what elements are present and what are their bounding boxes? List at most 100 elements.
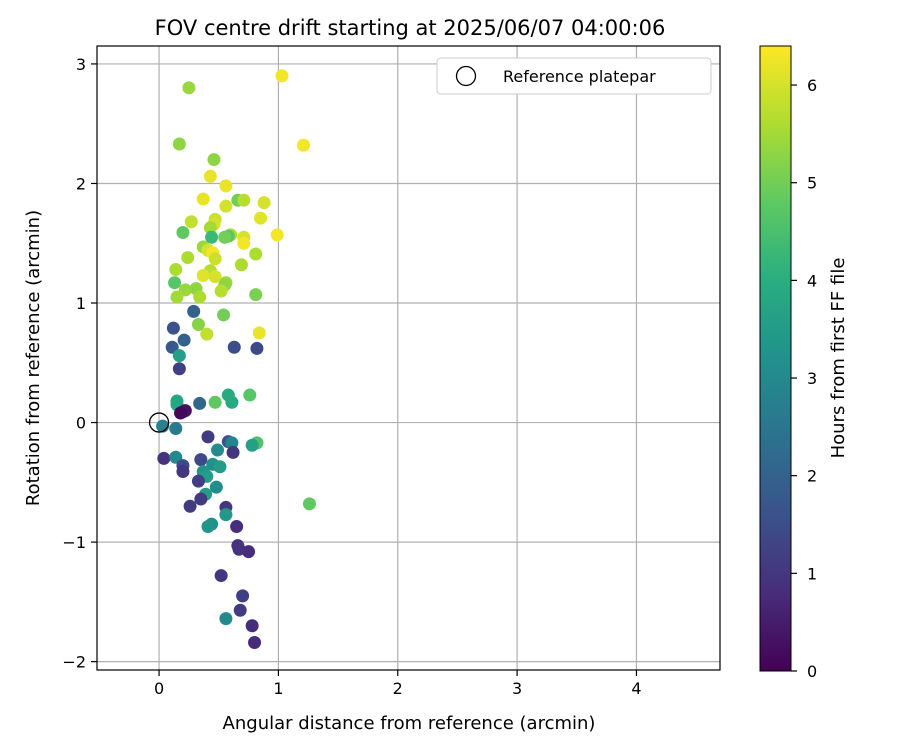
data-point	[211, 443, 225, 457]
data-point	[193, 290, 207, 304]
x-axis-label: Angular distance from reference (arcmin)	[223, 713, 596, 734]
data-point	[249, 247, 263, 261]
data-point	[226, 445, 240, 459]
data-point	[169, 422, 183, 436]
data-point	[302, 497, 316, 511]
data-point	[227, 340, 241, 354]
data-point	[201, 430, 215, 444]
grid-lines	[97, 46, 720, 670]
y-axis-ticks: −2 −1 0 1 2 3	[62, 55, 97, 672]
y-tick-label: 0	[76, 414, 86, 433]
data-point	[191, 474, 205, 488]
data-point	[194, 453, 208, 467]
data-point	[249, 288, 263, 302]
data-point	[225, 436, 239, 450]
data-point	[207, 153, 221, 167]
x-tick-label: 2	[393, 679, 403, 698]
data-point	[182, 81, 196, 95]
data-point	[250, 341, 264, 355]
data-point	[208, 395, 222, 409]
data-point	[166, 321, 180, 335]
data-point	[245, 438, 259, 452]
data-point	[230, 520, 244, 534]
colorbar-ticks: 0 1 2 3 4 5 6	[791, 76, 817, 681]
y-tick-label: 1	[76, 294, 86, 313]
data-point	[201, 520, 215, 534]
data-point	[176, 225, 190, 239]
colorbar-tick-label: 5	[807, 174, 817, 193]
x-tick-label: 0	[154, 679, 164, 698]
colorbar-label: Hours from first FF file	[828, 258, 849, 459]
data-point	[184, 215, 198, 229]
data-point	[176, 465, 190, 479]
data-point	[187, 304, 201, 318]
data-point	[243, 388, 257, 402]
chart-title: FOV centre drift starting at 2025/06/07 …	[155, 16, 666, 40]
data-point	[191, 318, 205, 332]
data-point	[233, 603, 247, 617]
colorbar-gradient	[759, 45, 792, 672]
data-point	[225, 395, 239, 409]
colorbar-tick-label: 6	[807, 76, 817, 95]
colorbar-tick-label: 1	[807, 564, 817, 583]
data-point	[237, 193, 251, 207]
legend-box	[436, 57, 712, 95]
data-point	[257, 196, 271, 210]
x-tick-label: 4	[631, 679, 641, 698]
x-tick-label: 3	[512, 679, 522, 698]
legend: Reference platepar	[436, 57, 712, 95]
data-point	[252, 326, 266, 340]
y-tick-label: −1	[62, 533, 86, 552]
colorbar: 0 1 2 3 4 5 6 Hours from first FF file	[759, 45, 849, 681]
data-point	[200, 327, 214, 341]
data-point	[208, 270, 222, 284]
x-tick-label: 1	[273, 679, 283, 698]
data-point	[214, 569, 228, 583]
y-tick-label: 3	[76, 55, 86, 74]
data-point	[217, 308, 231, 322]
data-point	[213, 460, 227, 474]
data-point	[245, 619, 259, 633]
data-point	[219, 179, 233, 193]
legend-marker	[455, 65, 477, 87]
data-point	[219, 612, 233, 626]
data-point	[242, 545, 256, 559]
y-axis-label: Rotation from reference (arcmin)	[23, 210, 44, 506]
data-point	[181, 251, 195, 265]
data-point	[194, 492, 208, 506]
data-point	[169, 263, 183, 277]
data-point	[203, 169, 217, 183]
data-point	[177, 333, 191, 347]
data-point	[219, 199, 233, 213]
data-point	[183, 499, 197, 513]
data-point	[270, 228, 284, 242]
data-point	[172, 362, 186, 376]
reference-marker	[148, 412, 170, 433]
y-tick-label: −2	[62, 653, 86, 672]
data-point	[218, 230, 232, 244]
data-point	[193, 396, 207, 410]
y-tick-label: 2	[76, 174, 86, 193]
data-point	[219, 508, 233, 522]
data-points	[156, 69, 316, 650]
data-point	[236, 589, 250, 603]
data-point	[234, 258, 248, 272]
data-point	[248, 636, 262, 650]
data-point	[275, 69, 289, 83]
data-point	[170, 290, 184, 304]
reference-point	[148, 412, 170, 433]
data-point	[208, 252, 222, 266]
data-point	[296, 138, 310, 152]
data-point	[172, 137, 186, 151]
data-point	[174, 406, 188, 420]
data-point	[209, 480, 223, 494]
plot-frame	[96, 45, 721, 671]
legend-label: Reference platepar	[503, 67, 656, 86]
data-point	[214, 284, 228, 298]
colorbar-tick-label: 4	[807, 271, 817, 290]
data-point	[254, 211, 268, 225]
colorbar-tick-label: 0	[807, 662, 817, 681]
data-point	[205, 230, 219, 244]
data-point	[168, 276, 182, 290]
